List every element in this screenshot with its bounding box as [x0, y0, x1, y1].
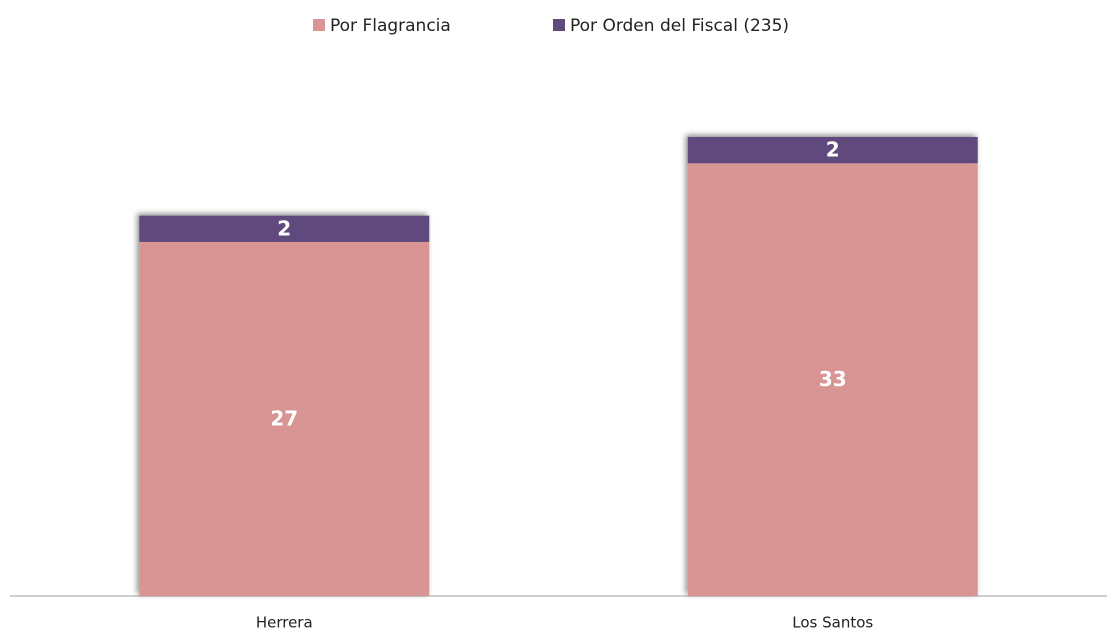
bar-stack [687, 137, 978, 596]
legend-label: Por Orden del Fiscal (235) [570, 16, 789, 36]
legend-swatch [553, 19, 565, 31]
bar-segment [687, 137, 978, 164]
x-tick-label: Herrera [256, 614, 313, 632]
data-label: 27 [270, 406, 298, 430]
data-label: 33 [819, 367, 847, 391]
bar-segment [139, 241, 430, 596]
bar-stack [139, 215, 430, 596]
data-label: 2 [826, 138, 840, 162]
legend-swatch [313, 19, 325, 31]
data-label: 2 [277, 216, 291, 240]
x-tick-label: Los Santos [792, 614, 873, 632]
legend-label: Por Flagrancia [330, 16, 451, 36]
bar-segment [687, 163, 978, 596]
bar-segment [139, 215, 430, 242]
